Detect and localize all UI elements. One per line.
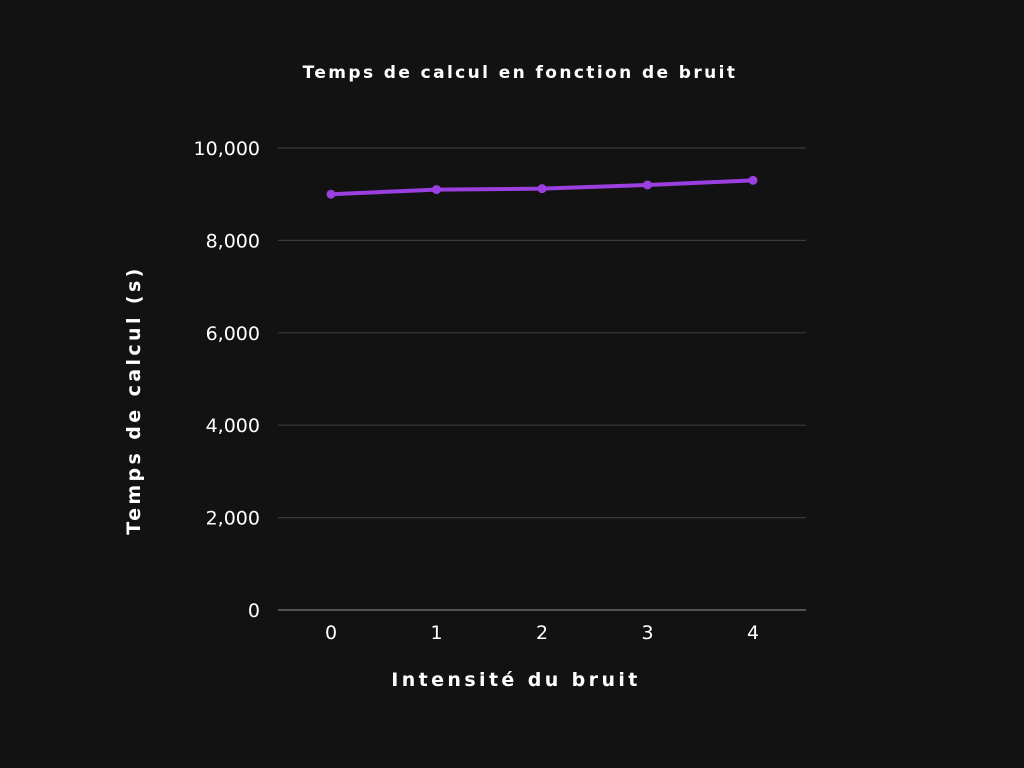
chart-title: Temps de calcul en fonction de bruit — [303, 63, 738, 83]
x-tick-label: 1 — [430, 622, 442, 644]
y-tick-label: 2,000 — [206, 508, 260, 530]
data-point — [432, 185, 441, 195]
y-tick-label: 10,000 — [194, 138, 260, 160]
x-tick-label: 0 — [325, 622, 337, 644]
x-tick-label: 2 — [536, 622, 548, 644]
y-tick-label: 8,000 — [206, 230, 260, 252]
y-axis-label: Temps de calcul (s) — [123, 265, 145, 535]
data-point — [537, 184, 547, 194]
y-tick-labels: 0 2,000 4,000 6,000 8,000 10,000 — [194, 138, 260, 622]
data-point — [748, 175, 758, 185]
data-point — [643, 180, 652, 190]
series — [326, 175, 758, 199]
x-tick-label: 4 — [747, 622, 759, 644]
x-tick-label: 3 — [641, 622, 653, 644]
x-axis-label: Intensité du bruit — [391, 669, 641, 691]
gridlines — [278, 147, 806, 611]
y-tick-label: 0 — [248, 600, 260, 622]
x-tick-labels: 0 1 2 3 4 — [325, 622, 759, 644]
data-point — [326, 189, 336, 199]
y-tick-label: 6,000 — [206, 323, 260, 345]
y-tick-label: 4,000 — [206, 415, 260, 437]
